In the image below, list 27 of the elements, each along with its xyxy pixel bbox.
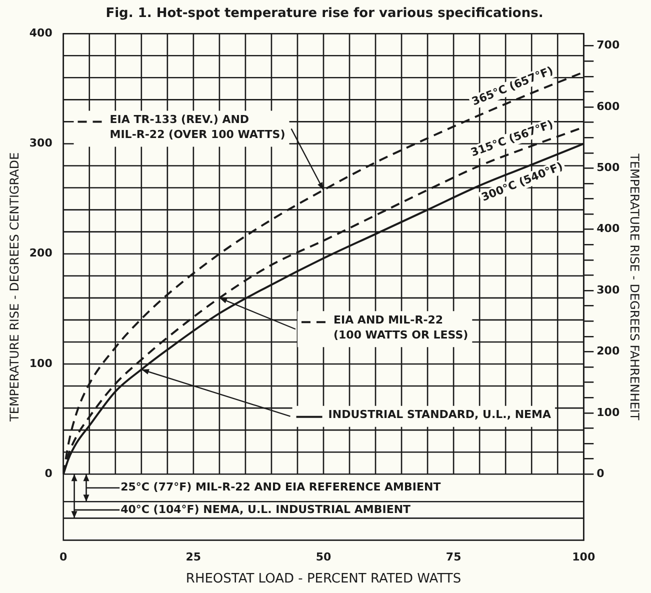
y2-tick-label: 300	[596, 283, 620, 296]
ref-line-label: 40°C (104°F) NEMA, U.L. INDUSTRIAL AMBIENT	[120, 502, 412, 516]
chart-title: Fig. 1. Hot-spot temperature rise for various specifications.	[106, 6, 544, 22]
y-tick-label: 100	[29, 356, 53, 370]
legend-label: EIA AND MIL-R-22 (100 WATTS OR LESS)	[333, 313, 468, 342]
x-tick-label: 25	[186, 550, 202, 564]
legend-label: 25°C (77°F) MIL-R-22 AND EIA REFERENCE AMBIENT	[120, 480, 442, 494]
y2-tick-label: 200	[596, 344, 620, 358]
y2-tick-label: 700	[596, 38, 620, 52]
y2-tick-label: 400	[596, 222, 620, 236]
x-tick-label: 100	[572, 550, 596, 564]
y2-tick-label: 500	[596, 161, 620, 174]
x-tick-label: 75	[446, 550, 462, 564]
y-tick-label: 0	[44, 466, 53, 480]
y-tick-label: 200	[29, 246, 53, 260]
y2-tick-label: 0	[596, 466, 605, 480]
y2-tick-label: 100	[596, 406, 620, 419]
y-tick-label: 300	[29, 136, 53, 150]
legend-label: EIA TR-133 (REV.) AND MIL-R-22 (OVER 100 WATTS)	[110, 113, 286, 142]
x-tick-label: 50	[316, 550, 332, 564]
y2-axis-title: TEMPERATURE RISE - DEGREES FAHRENHEIT	[628, 152, 642, 421]
y-tick-label: 400	[29, 26, 53, 40]
y2-tick-label: 600	[596, 100, 620, 113]
x-axis-title: RHEOSTAT LOAD - PERCENT RATED WATTS	[186, 572, 462, 587]
legend-label: INDUSTRIAL STANDARD, U.L., NEMA	[328, 408, 552, 422]
y-axis-title: TEMPERATURE RISE - DEGREES CENTIGRADE	[7, 152, 22, 422]
x-tick-label: 0	[60, 550, 68, 564]
